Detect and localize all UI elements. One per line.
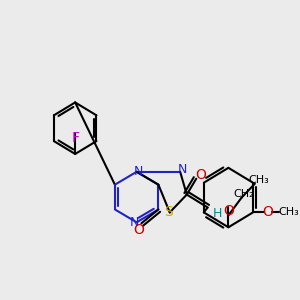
Text: N: N	[177, 163, 187, 176]
Text: H: H	[212, 207, 222, 220]
Text: F: F	[71, 131, 79, 145]
Text: CH₃: CH₃	[278, 207, 299, 218]
Text: S: S	[164, 206, 173, 219]
Text: N: N	[130, 216, 140, 229]
Text: O: O	[133, 223, 144, 237]
Text: CH₃: CH₃	[248, 175, 269, 185]
Text: N: N	[134, 165, 143, 178]
Text: O: O	[196, 168, 206, 182]
Text: CH₂: CH₂	[233, 189, 254, 199]
Text: O: O	[263, 206, 274, 219]
Text: O: O	[223, 204, 234, 218]
